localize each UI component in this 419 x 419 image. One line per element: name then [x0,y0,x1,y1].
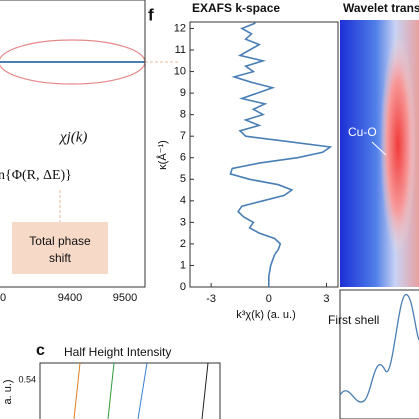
y-tick-label: 11 [175,44,186,56]
panel-title: Wavelet trans [343,1,419,15]
y-tick-label: 12 [174,22,186,34]
chart-title: EXAFS k-space [192,1,280,15]
y-tick-label: 0 [180,281,186,293]
y-tick-label: 0.54 [18,374,36,384]
axes-frame [339,289,419,419]
panel-title: Half Height Intensity [64,345,171,359]
data-line [229,22,333,287]
y-tick-label: 7 [180,130,186,142]
x-tick-label: -3 [206,293,216,305]
curve [73,362,81,419]
y-tick-label: 9 [180,87,186,99]
axes-frame [189,21,339,288]
panel-label: f [148,5,154,24]
y-tick-label: 4 [180,195,186,207]
arrow [371,141,387,156]
box-text: Total phase [29,234,91,248]
curve [339,294,419,403]
y-axis-label: a. u.) [2,379,14,404]
curve [137,362,148,419]
axes-frame [39,362,221,419]
wavelet-peak [380,35,416,255]
y-axis-label: κ(Å⁻¹) [156,140,169,170]
x-tick-label: 3 [323,293,329,305]
annotation: First shell [328,313,379,327]
y-tick-label: 3 [180,216,186,228]
y-tick-label: 8 [180,109,186,121]
x-tick-label: 0 [0,292,6,304]
curve [107,362,115,419]
panel-label: c [36,342,45,359]
y-tick-label: 10 [174,65,186,77]
x-tick-label: 9500 [113,292,137,304]
label-box [12,222,108,274]
x-axis-label: k³χ(k) (a. u.) [236,309,296,321]
y-tick-label: 5 [180,173,186,185]
axes-frame [0,0,146,288]
annotation: Cu-O [348,125,377,139]
x-tick-label: 9400 [58,292,82,304]
y-tick-label: 6 [180,152,186,164]
x-tick-label: 0 [266,293,272,305]
formula: n{Φ(R, ΔE)} [0,168,72,183]
y-tick-label: 1 [180,259,186,271]
box-text: shift [49,251,72,265]
y-tick-label: 2 [180,238,186,250]
formula: χj(k) [58,129,87,145]
curve [201,362,209,419]
